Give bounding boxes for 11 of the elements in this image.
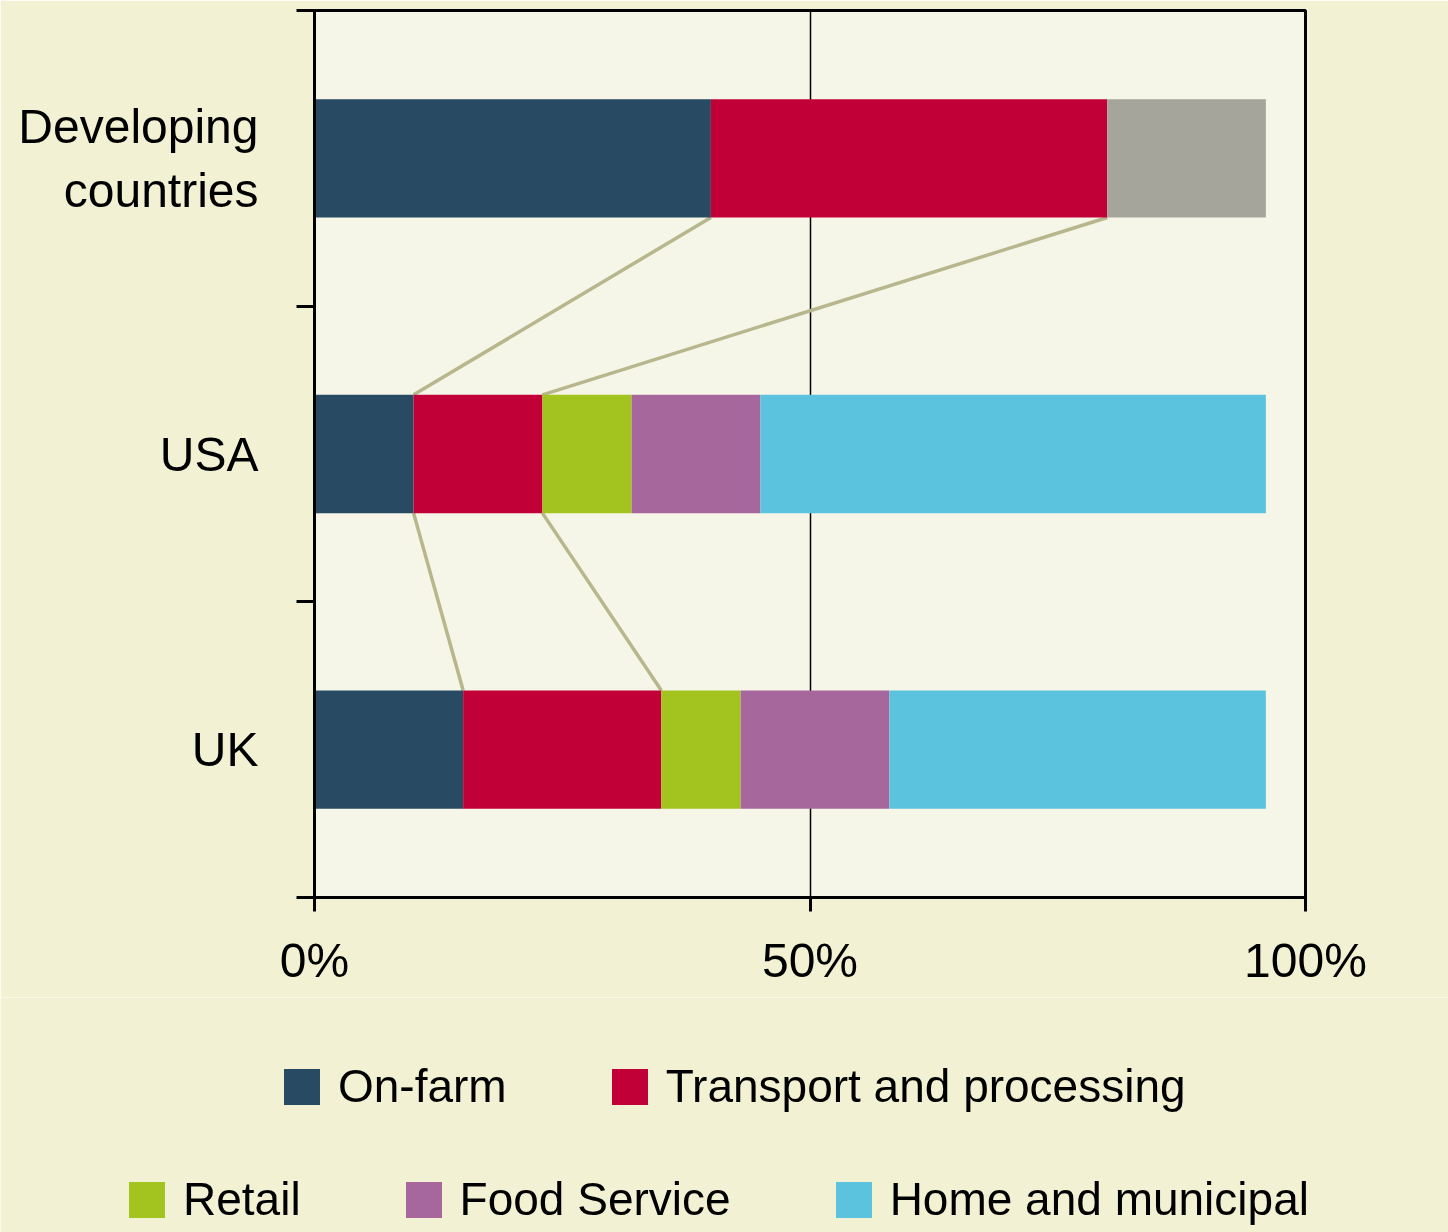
legend-label: On-farm [338, 1059, 507, 1113]
legend-label: Retail [183, 1172, 301, 1226]
y-tick-label: UK [191, 723, 259, 777]
y-tick-label: Developing countries [18, 100, 259, 217]
legend-label: Transport and processing [665, 1059, 1186, 1113]
x-tick-label: 50% [761, 933, 859, 987]
legend-label: Home and municipal [889, 1172, 1309, 1226]
x-tick-label: 100% [1244, 933, 1367, 987]
legend-label: Food Service [459, 1172, 731, 1226]
x-tick-label: 0% [279, 933, 350, 987]
y-tick-label: USA [159, 427, 259, 481]
